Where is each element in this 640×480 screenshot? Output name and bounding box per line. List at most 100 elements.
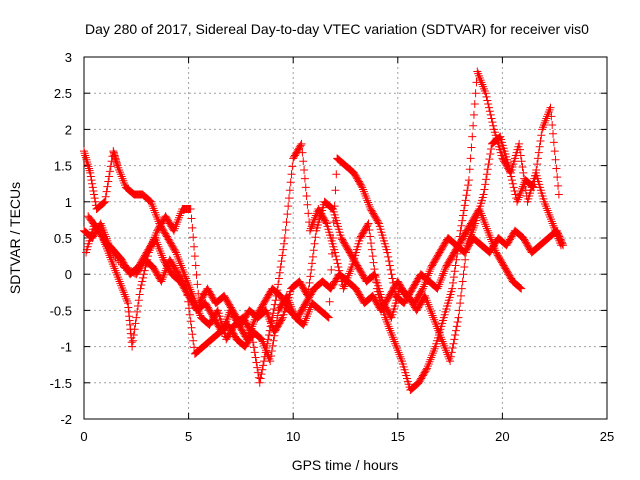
- data-point: [256, 374, 265, 383]
- data-point: [213, 307, 222, 316]
- data-point: [297, 139, 306, 148]
- data-point: [301, 183, 310, 192]
- x-tick-label: 10: [286, 429, 300, 444]
- data-point: [451, 326, 460, 335]
- data-point: [272, 316, 281, 325]
- series-track-3: [82, 103, 563, 366]
- data-point: [517, 157, 526, 166]
- data-point: [483, 96, 492, 105]
- data-point: [132, 313, 141, 322]
- data-point: [274, 280, 283, 289]
- data-point: [485, 155, 494, 164]
- data-point: [336, 273, 345, 282]
- data-point: [549, 138, 558, 147]
- y-tick-labels: 3 2.5 2 1.5 1 0.5 0 -0.5 -1 -1.5 -2: [50, 50, 72, 427]
- data-point: [554, 190, 563, 199]
- data-point: [254, 368, 263, 377]
- data-point: [251, 353, 260, 362]
- data-point: [134, 296, 143, 305]
- data-point: [129, 331, 138, 340]
- data-point: [487, 114, 496, 123]
- data-point: [546, 103, 555, 112]
- data-point: [304, 285, 313, 294]
- data-point: [552, 164, 561, 173]
- data-point: [323, 312, 332, 321]
- data-point: [269, 336, 278, 345]
- data-point: [302, 192, 311, 201]
- data-point: [182, 284, 191, 293]
- data-point: [105, 167, 114, 176]
- data-point: [181, 283, 190, 292]
- y-tick-label: 3: [65, 50, 72, 65]
- data-point: [335, 266, 344, 275]
- data-point: [273, 286, 282, 295]
- data-point: [366, 232, 375, 241]
- data-point: [308, 252, 317, 261]
- data-point: [324, 313, 333, 322]
- data-point: [368, 252, 377, 261]
- data-point: [137, 281, 146, 290]
- data-point: [131, 319, 140, 328]
- data-point: [479, 190, 488, 199]
- data-point: [303, 200, 312, 209]
- data-point: [285, 186, 294, 195]
- data-point: [465, 165, 474, 174]
- data-point: [139, 270, 148, 279]
- data-point: [528, 182, 537, 191]
- data-point: [103, 182, 112, 191]
- data-point: [455, 306, 464, 315]
- data-point: [509, 183, 518, 192]
- data-point: [273, 311, 282, 320]
- data-point: [190, 343, 199, 352]
- data-point: [518, 163, 527, 172]
- data-point: [255, 378, 264, 387]
- data-point: [369, 258, 378, 267]
- data-point: [553, 173, 562, 182]
- data-point: [300, 165, 309, 174]
- data-point: [328, 234, 337, 242]
- data-point: [386, 265, 395, 274]
- data-point: [449, 273, 458, 282]
- data-point: [452, 322, 461, 331]
- data-point: [466, 154, 475, 163]
- data-point: [87, 176, 96, 185]
- data-point: [272, 291, 281, 300]
- data-point: [325, 297, 334, 306]
- data-point: [508, 176, 517, 185]
- data-point: [279, 239, 288, 248]
- data-point: [484, 160, 493, 169]
- data-point: [481, 89, 490, 98]
- data-point: [90, 194, 99, 203]
- data-point: [128, 336, 137, 345]
- data-point: [249, 343, 258, 352]
- data-point: [459, 270, 468, 279]
- data-point: [449, 339, 458, 348]
- data-point: [133, 302, 142, 311]
- data-point: [528, 181, 537, 190]
- data-point: [81, 151, 90, 160]
- data-point: [311, 233, 320, 242]
- data-point: [548, 121, 557, 130]
- data-point: [250, 348, 259, 357]
- data-point: [470, 100, 479, 109]
- data-point: [537, 131, 546, 140]
- data-point: [517, 284, 526, 293]
- data-point: [305, 278, 314, 287]
- data-point: [387, 270, 396, 279]
- data-point: [327, 265, 336, 274]
- data-point: [333, 259, 342, 268]
- data-point: [448, 284, 457, 293]
- data-point: [336, 270, 345, 279]
- data-point: [252, 358, 261, 367]
- data-point: [384, 252, 393, 261]
- data-point: [104, 177, 113, 186]
- data-point: [105, 172, 114, 181]
- data-point: [101, 192, 110, 201]
- y-tick-label: 0: [65, 267, 72, 282]
- data-point: [276, 262, 285, 271]
- data-point: [388, 274, 397, 283]
- data-point: [556, 241, 565, 250]
- data-point: [135, 290, 144, 299]
- data-point: [304, 209, 313, 218]
- data-point: [459, 206, 468, 215]
